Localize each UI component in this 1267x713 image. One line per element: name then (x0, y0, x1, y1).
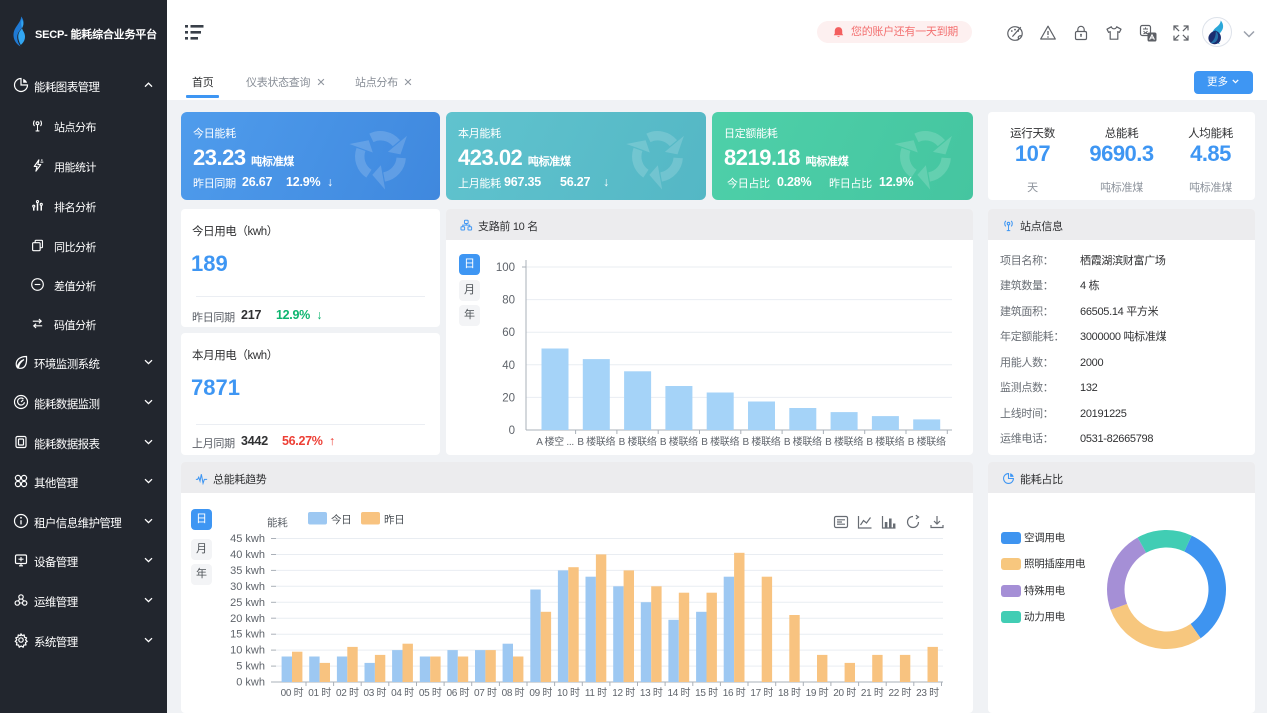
svg-text:40 kwh: 40 kwh (230, 549, 265, 561)
svg-text:0: 0 (509, 425, 515, 437)
svg-text:100: 100 (496, 262, 515, 274)
svg-text:60: 60 (502, 327, 515, 339)
svg-text:22 时: 22 时 (889, 687, 912, 699)
svg-text:09 时: 09 时 (529, 687, 552, 699)
svg-text:20 时: 20 时 (833, 687, 856, 699)
svg-text:08 时: 08 时 (502, 687, 525, 699)
svg-text:23 时: 23 时 (916, 687, 939, 699)
svg-text:35 kwh: 35 kwh (230, 565, 265, 577)
svg-text:03 时: 03 时 (364, 687, 387, 699)
svg-text:40: 40 (502, 360, 515, 372)
svg-text:能耗: 能耗 (267, 516, 288, 529)
svg-text:A 楼空 ...: A 楼空 ... (536, 435, 574, 448)
svg-text:B 楼联络: B 楼联络 (660, 435, 698, 448)
svg-text:17 时: 17 时 (750, 687, 773, 699)
svg-text:11 时: 11 时 (585, 687, 607, 699)
svg-text:19 时: 19 时 (806, 687, 829, 699)
svg-text:00 时: 00 时 (281, 687, 304, 699)
svg-text:13 时: 13 时 (640, 687, 663, 699)
svg-text:06 时: 06 时 (446, 687, 469, 699)
svg-text:B 楼联络: B 楼联络 (908, 435, 946, 448)
svg-text:04 时: 04 时 (391, 687, 414, 699)
svg-text:07 时: 07 时 (474, 687, 497, 699)
svg-text:B 楼联络: B 楼联络 (825, 435, 863, 448)
svg-text:05 时: 05 时 (419, 687, 442, 699)
svg-text:B 楼联络: B 楼联络 (619, 435, 657, 448)
svg-text:5 kwh: 5 kwh (236, 661, 265, 673)
svg-text:今日: 今日 (331, 513, 351, 526)
svg-text:B 楼联络: B 楼联络 (743, 435, 781, 448)
svg-text:25 kwh: 25 kwh (230, 597, 265, 609)
svg-text:10 kwh: 10 kwh (230, 645, 265, 657)
svg-text:01 时: 01 时 (308, 687, 331, 699)
svg-text:15 kwh: 15 kwh (230, 629, 265, 641)
svg-text:B 楼联络: B 楼联络 (701, 435, 739, 448)
svg-text:12 时: 12 时 (612, 687, 635, 699)
svg-text:昨日: 昨日 (384, 514, 404, 526)
svg-text:14 时: 14 时 (667, 687, 690, 699)
svg-text:80: 80 (502, 295, 515, 307)
svg-text:15 时: 15 时 (695, 687, 718, 699)
svg-text:30 kwh: 30 kwh (230, 581, 265, 593)
svg-text:45 kwh: 45 kwh (230, 533, 265, 545)
svg-text:21 时: 21 时 (861, 687, 884, 699)
svg-text:B 楼联络: B 楼联络 (577, 435, 615, 448)
svg-text:B 楼联络: B 楼联络 (866, 435, 904, 448)
svg-text:0 kwh: 0 kwh (236, 677, 265, 689)
svg-text:20 kwh: 20 kwh (230, 613, 265, 625)
svg-text:10 时: 10 时 (557, 687, 580, 699)
svg-text:18 时: 18 时 (778, 687, 801, 699)
svg-text:20: 20 (502, 392, 515, 404)
svg-text:B 楼联络: B 楼联络 (784, 435, 822, 448)
svg-text:02 时: 02 时 (336, 687, 359, 699)
svg-text:16 时: 16 时 (723, 687, 746, 699)
